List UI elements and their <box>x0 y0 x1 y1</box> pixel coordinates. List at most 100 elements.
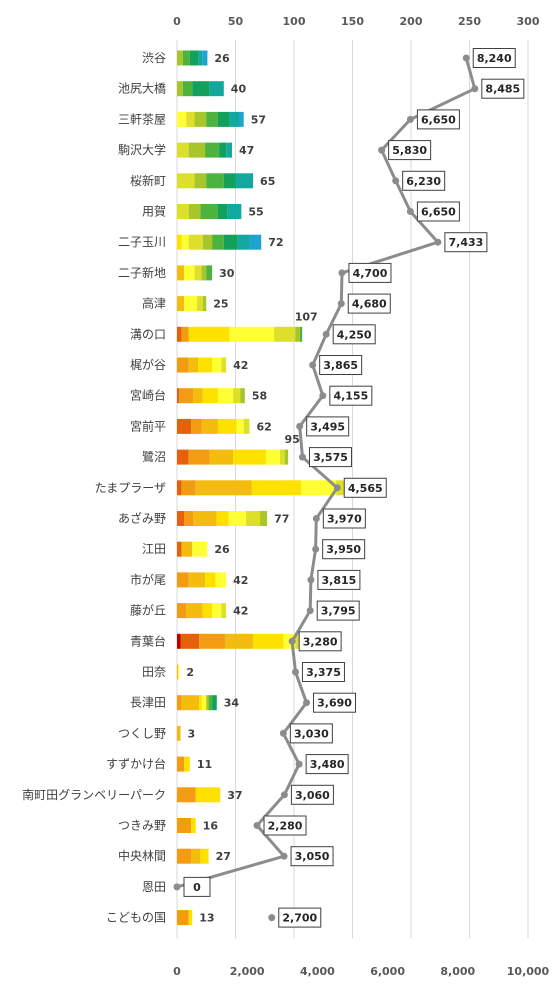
line-label-box <box>316 600 360 621</box>
bar-segment <box>265 449 280 465</box>
bottom-axis-tick-label: 6,000 <box>370 965 405 978</box>
line-label-text: 6,650 <box>421 113 456 126</box>
line-value-label: 2,280 <box>263 815 307 836</box>
bar-segment <box>194 111 207 127</box>
line-label-box <box>347 293 391 314</box>
line-label-box <box>481 78 525 99</box>
line-series <box>173 54 479 922</box>
bar-segment <box>198 50 203 66</box>
bottom-axis-tick-label: 0 <box>173 965 181 978</box>
bar-group <box>177 296 207 312</box>
bar-segment <box>177 910 189 926</box>
line-label-text: 2,280 <box>268 820 303 833</box>
bar-segment <box>188 234 203 250</box>
line-label-text: 3,280 <box>303 635 338 648</box>
line-value-label: 3,050 <box>290 846 334 867</box>
line-point <box>253 822 261 829</box>
bar-total-label: 3 <box>188 727 196 740</box>
bar-segment <box>279 449 285 465</box>
bar-group <box>177 511 268 526</box>
line-label-box <box>263 815 307 836</box>
line-point <box>312 545 320 553</box>
bar-segment <box>201 695 207 711</box>
bar-segment <box>182 50 190 66</box>
line-label-box <box>322 508 366 529</box>
bar-segment <box>212 695 217 711</box>
line-value-label: 3,495 <box>306 416 350 437</box>
bar-segment <box>209 449 234 465</box>
line-point <box>280 791 288 799</box>
bar-segment <box>246 511 261 526</box>
bar-segment <box>229 326 275 342</box>
bar-segment <box>177 664 179 680</box>
bar-total-label: 16 <box>203 820 219 833</box>
line-label-text: 3,375 <box>306 666 341 679</box>
bar-group <box>177 603 227 619</box>
line-value-label: 4,250 <box>332 324 376 345</box>
bar-group <box>177 265 213 281</box>
bar-segment <box>177 787 196 803</box>
line-point <box>312 515 320 522</box>
bottom-axis: 0 2,000 4,000 6,000 8,000 10,000 <box>173 965 549 978</box>
bar-total-label: 47 <box>239 144 254 157</box>
bar-segment <box>202 50 208 66</box>
category-label: 三軒茶屋 <box>118 111 166 126</box>
bar-segment <box>191 818 196 833</box>
top-axis-tick-label: 150 <box>341 15 364 28</box>
bar-group <box>177 234 262 250</box>
bar-group <box>177 173 254 189</box>
bar-segment <box>177 265 185 281</box>
bar-segment <box>177 81 183 97</box>
line-label-text: 7,433 <box>448 236 483 249</box>
line-label-box <box>416 201 460 222</box>
line-label-box <box>289 723 333 744</box>
line-value-label: 6,650 <box>416 201 460 222</box>
category-label: 長津田 <box>130 696 166 710</box>
line-value-label: 3,865 <box>319 355 363 375</box>
bar-segment <box>215 572 227 588</box>
category-label: 青葉台 <box>130 633 166 648</box>
bar-segment <box>295 326 300 342</box>
line-value-label: 6,230 <box>402 170 446 191</box>
category-label: 宮前平 <box>130 418 166 433</box>
line-label-text: 8,485 <box>485 83 520 96</box>
category-label: 市が尾 <box>130 572 166 587</box>
bar-segment <box>219 142 227 158</box>
bar-segment <box>217 204 228 219</box>
bottom-axis-tick-label: 2,000 <box>230 965 265 978</box>
bar-total-label: 95 <box>284 433 299 446</box>
bar-segment <box>240 388 245 404</box>
category-label: 江田 <box>142 542 166 556</box>
line-label-text: 3,865 <box>323 359 358 372</box>
bar-segment <box>177 541 182 557</box>
bar-group <box>177 449 289 465</box>
bar-segment <box>177 357 189 373</box>
line-value-label: 3,375 <box>301 662 345 682</box>
bar-segment <box>195 480 252 496</box>
bar-segment <box>212 234 224 250</box>
line-label-text: 4,700 <box>353 267 388 280</box>
bar-segment <box>181 541 193 557</box>
line-label-text: 3,815 <box>322 574 357 587</box>
line-point <box>279 729 287 737</box>
bar-total-label: 107 <box>295 310 318 323</box>
bar-segment <box>177 326 182 342</box>
bar-segment <box>199 633 225 649</box>
category-label: あざみ野 <box>118 511 166 526</box>
bar-segment <box>195 787 221 803</box>
bar-total-label: 26 <box>214 543 230 556</box>
category-label: 恩田 <box>142 880 166 894</box>
bar-segment <box>229 111 240 127</box>
line-value-label: 4,565 <box>343 477 387 498</box>
bar-total-label: 42 <box>233 574 248 587</box>
bar-total-label: 65 <box>260 175 275 188</box>
bar-group <box>177 204 242 219</box>
bar-segment <box>177 848 192 864</box>
bar-group <box>177 910 193 926</box>
line-label-text: 3,795 <box>321 605 356 618</box>
line-point <box>307 576 315 584</box>
line-label-text: 6,230 <box>406 175 441 188</box>
bar-group <box>177 388 245 404</box>
line-label-text: 8,240 <box>477 52 512 65</box>
bar-group <box>177 756 190 772</box>
